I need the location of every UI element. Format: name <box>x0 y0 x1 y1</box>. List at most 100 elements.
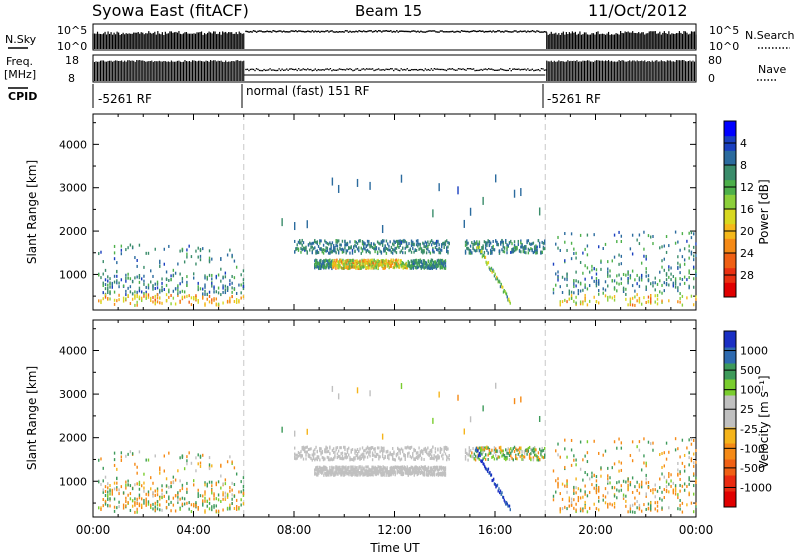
echo-cell <box>593 267 594 270</box>
echo-cell <box>333 244 334 247</box>
echo-cell <box>152 284 153 287</box>
echo-cell <box>467 242 468 245</box>
nsky-level <box>417 31 419 32</box>
nave-dot <box>539 70 540 71</box>
echo-cell <box>328 252 329 255</box>
echo-cell <box>645 301 646 304</box>
echo-cell <box>177 289 178 292</box>
echo-cell <box>193 297 194 300</box>
echo-cell <box>392 458 393 461</box>
echo-cell <box>664 451 665 454</box>
echo-cell <box>433 457 434 460</box>
echo-cell <box>587 253 588 256</box>
echo-cell <box>109 497 110 500</box>
echo-cell <box>204 511 205 514</box>
nsky-level <box>283 30 285 31</box>
echo-cell <box>98 480 99 483</box>
echo-cell <box>438 247 439 250</box>
echo-cell <box>198 495 199 498</box>
echo-cell <box>222 302 223 305</box>
echo-cell <box>136 466 137 469</box>
echo-cell <box>141 497 142 500</box>
echo-cell <box>416 451 417 454</box>
echo-cell <box>531 242 532 245</box>
echo-cell <box>281 427 282 433</box>
nsky-level <box>376 31 378 32</box>
echo-cell <box>499 450 500 453</box>
echo-cell <box>227 460 228 463</box>
echo-cell <box>580 489 581 492</box>
echo-cell <box>470 245 471 248</box>
echo-cell <box>100 251 101 254</box>
echo-cell <box>474 249 475 252</box>
echo-cell <box>432 249 433 252</box>
echo-cell <box>526 449 527 452</box>
echo-cell <box>573 285 574 288</box>
echo-cell <box>146 493 147 496</box>
echo-cell <box>618 283 619 286</box>
echo-cell <box>571 297 572 300</box>
echo-cell <box>515 246 516 249</box>
echo-cell <box>531 449 532 452</box>
echo-cell <box>573 291 574 294</box>
nsky-level <box>416 31 418 32</box>
echo-cell <box>337 446 338 449</box>
echo-cell <box>310 457 311 460</box>
echo-cell <box>648 481 649 484</box>
echo-cell <box>361 252 362 255</box>
nsky-level <box>512 31 514 32</box>
echo-cell <box>114 257 115 260</box>
echo-cell <box>596 277 597 280</box>
nsky-level <box>447 31 449 32</box>
echo-cell <box>373 242 374 245</box>
echo-cell <box>159 508 160 511</box>
echo-cell <box>564 232 565 235</box>
nsky-level <box>330 30 332 31</box>
echo-cell <box>686 503 687 506</box>
echo-cell <box>175 494 176 497</box>
echo-cell <box>327 450 328 453</box>
echo-cell <box>510 454 511 457</box>
echo-cell <box>442 242 443 245</box>
echo-cell <box>346 243 347 246</box>
echo-cell <box>236 473 237 476</box>
echo-cell <box>384 249 385 252</box>
echo-cell <box>127 483 128 486</box>
echo-cell <box>436 244 437 247</box>
echo-cell <box>569 298 570 301</box>
echo-cell <box>186 256 187 259</box>
echo-cell <box>677 289 678 292</box>
nave-dot <box>405 69 406 70</box>
nsky-level <box>402 31 404 32</box>
echo-cell <box>121 252 122 255</box>
echo-cell <box>125 290 126 293</box>
echo-cell <box>466 241 467 244</box>
echo-cell <box>294 447 295 450</box>
echo-cell <box>354 449 355 452</box>
echo-cell <box>618 480 619 483</box>
nave-dot <box>346 68 347 69</box>
echo-cell <box>575 296 576 299</box>
cpid-segment-3: -5261 RF <box>547 92 601 106</box>
nave-dot <box>434 68 435 69</box>
echo-cell <box>684 470 685 473</box>
nsky-level <box>286 31 288 32</box>
echo-cell <box>598 293 599 296</box>
echo-cell <box>591 472 592 475</box>
echo-cell <box>469 449 470 452</box>
nave-dot <box>324 69 325 70</box>
echo-cell <box>614 234 615 237</box>
echo-cell <box>521 454 522 457</box>
echo-cell <box>325 241 326 244</box>
nsky-level <box>307 30 309 31</box>
echo-cell <box>491 246 492 249</box>
echo-cell <box>443 243 444 246</box>
echo-cell <box>339 243 340 246</box>
echo-cell <box>312 251 313 254</box>
echo-cell <box>357 242 358 245</box>
echo-cell <box>322 250 323 253</box>
echo-cell <box>367 456 368 459</box>
echo-cell <box>186 502 187 505</box>
echo-cell <box>148 284 149 287</box>
echo-cell <box>317 455 318 458</box>
